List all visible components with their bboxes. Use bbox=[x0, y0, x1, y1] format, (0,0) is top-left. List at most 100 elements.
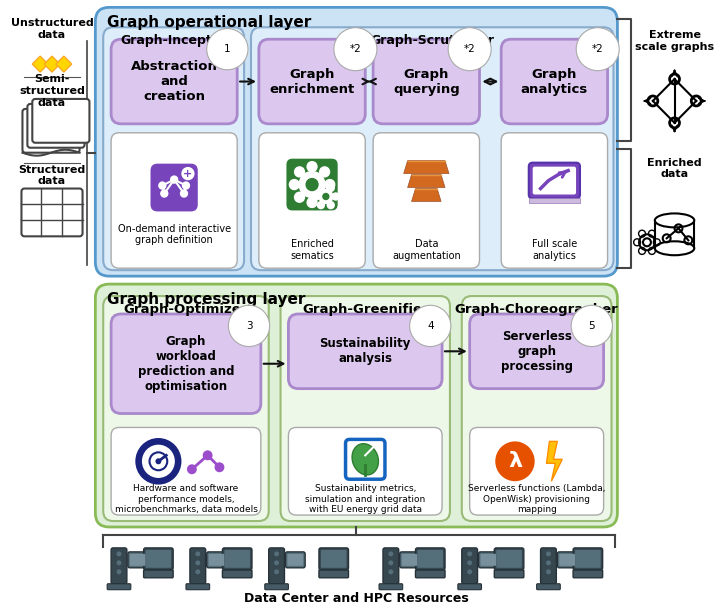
Text: Graph-Inceptor: Graph-Inceptor bbox=[121, 34, 227, 47]
Circle shape bbox=[187, 464, 197, 474]
Text: *2: *2 bbox=[349, 44, 362, 54]
FancyBboxPatch shape bbox=[462, 548, 478, 584]
Circle shape bbox=[319, 190, 333, 203]
Text: Extreme
scale graphs: Extreme scale graphs bbox=[635, 31, 714, 52]
Text: Hardware and software
performance models,
microbenchmarks, data models: Hardware and software performance models… bbox=[115, 484, 258, 514]
Circle shape bbox=[295, 192, 304, 202]
FancyBboxPatch shape bbox=[265, 584, 288, 589]
Circle shape bbox=[388, 569, 393, 574]
Circle shape bbox=[290, 179, 299, 190]
FancyBboxPatch shape bbox=[32, 99, 89, 142]
Circle shape bbox=[142, 445, 174, 477]
Text: *2: *2 bbox=[464, 44, 476, 54]
FancyBboxPatch shape bbox=[111, 133, 237, 268]
FancyBboxPatch shape bbox=[288, 427, 442, 515]
Circle shape bbox=[307, 198, 317, 208]
Circle shape bbox=[182, 182, 189, 189]
Circle shape bbox=[182, 168, 194, 179]
Text: Graph
enrichment: Graph enrichment bbox=[269, 68, 355, 96]
Circle shape bbox=[317, 184, 325, 192]
Circle shape bbox=[468, 551, 472, 556]
FancyBboxPatch shape bbox=[497, 550, 522, 568]
FancyBboxPatch shape bbox=[130, 554, 146, 566]
Circle shape bbox=[181, 190, 187, 197]
Circle shape bbox=[203, 450, 213, 460]
Circle shape bbox=[171, 176, 178, 183]
Polygon shape bbox=[32, 56, 48, 72]
FancyBboxPatch shape bbox=[22, 188, 83, 236]
FancyBboxPatch shape bbox=[458, 584, 481, 589]
Circle shape bbox=[307, 161, 317, 172]
Text: On-demand interactive
graph definition: On-demand interactive graph definition bbox=[118, 223, 231, 245]
Circle shape bbox=[155, 458, 161, 464]
Text: Graph operational layer: Graph operational layer bbox=[107, 15, 311, 30]
FancyBboxPatch shape bbox=[288, 314, 442, 389]
FancyBboxPatch shape bbox=[470, 314, 603, 389]
FancyBboxPatch shape bbox=[190, 548, 205, 584]
FancyBboxPatch shape bbox=[501, 133, 608, 268]
Circle shape bbox=[468, 569, 472, 574]
FancyBboxPatch shape bbox=[415, 548, 445, 570]
FancyBboxPatch shape bbox=[541, 548, 556, 584]
FancyBboxPatch shape bbox=[383, 548, 399, 584]
Circle shape bbox=[299, 172, 325, 198]
FancyBboxPatch shape bbox=[417, 550, 443, 568]
FancyBboxPatch shape bbox=[401, 554, 417, 566]
Circle shape bbox=[546, 569, 551, 574]
Text: Graph processing layer: Graph processing layer bbox=[107, 292, 306, 306]
FancyBboxPatch shape bbox=[95, 284, 617, 527]
FancyBboxPatch shape bbox=[224, 550, 250, 568]
FancyBboxPatch shape bbox=[186, 584, 210, 589]
Circle shape bbox=[215, 462, 224, 472]
Text: +: + bbox=[184, 169, 192, 179]
Ellipse shape bbox=[352, 444, 378, 475]
FancyBboxPatch shape bbox=[280, 296, 450, 521]
Circle shape bbox=[274, 561, 279, 565]
FancyBboxPatch shape bbox=[208, 554, 224, 566]
FancyBboxPatch shape bbox=[103, 296, 269, 521]
FancyBboxPatch shape bbox=[379, 584, 403, 589]
Circle shape bbox=[150, 453, 167, 470]
Text: *2: *2 bbox=[592, 44, 603, 54]
FancyBboxPatch shape bbox=[470, 427, 603, 515]
FancyBboxPatch shape bbox=[107, 584, 131, 589]
Circle shape bbox=[117, 569, 121, 574]
Circle shape bbox=[495, 441, 534, 481]
FancyBboxPatch shape bbox=[537, 584, 560, 589]
Text: Graph-Greenifier: Graph-Greenifier bbox=[302, 303, 428, 316]
FancyBboxPatch shape bbox=[321, 550, 346, 568]
Circle shape bbox=[319, 192, 330, 202]
Circle shape bbox=[306, 179, 318, 190]
FancyBboxPatch shape bbox=[494, 548, 524, 570]
FancyBboxPatch shape bbox=[529, 163, 580, 198]
Text: Abstraction
and
creation: Abstraction and creation bbox=[131, 60, 218, 103]
Bar bbox=[529, 198, 580, 203]
FancyBboxPatch shape bbox=[207, 552, 227, 568]
FancyBboxPatch shape bbox=[494, 570, 524, 578]
FancyBboxPatch shape bbox=[146, 550, 171, 568]
Text: Graph
analytics: Graph analytics bbox=[521, 68, 588, 96]
FancyBboxPatch shape bbox=[144, 548, 174, 570]
Polygon shape bbox=[412, 188, 441, 201]
FancyBboxPatch shape bbox=[400, 552, 420, 568]
Circle shape bbox=[161, 190, 168, 197]
Text: Sustainability
analysis: Sustainability analysis bbox=[319, 337, 411, 365]
Text: Graph
workload
prediction and
optimisation: Graph workload prediction and optimisati… bbox=[138, 335, 234, 393]
Text: 3: 3 bbox=[245, 321, 253, 331]
Circle shape bbox=[313, 193, 319, 200]
Circle shape bbox=[195, 551, 200, 556]
FancyBboxPatch shape bbox=[111, 548, 127, 584]
FancyBboxPatch shape bbox=[319, 570, 348, 578]
Text: Serverless functions (Lambda,
OpenWisk) provisioning
mapping: Serverless functions (Lambda, OpenWisk) … bbox=[468, 484, 605, 514]
FancyBboxPatch shape bbox=[287, 158, 338, 211]
Circle shape bbox=[323, 193, 329, 200]
Circle shape bbox=[325, 179, 335, 190]
FancyBboxPatch shape bbox=[144, 570, 174, 578]
FancyBboxPatch shape bbox=[222, 570, 252, 578]
FancyBboxPatch shape bbox=[222, 548, 252, 570]
Circle shape bbox=[195, 561, 200, 565]
FancyBboxPatch shape bbox=[346, 440, 385, 479]
FancyBboxPatch shape bbox=[373, 39, 479, 124]
Text: λ: λ bbox=[508, 451, 522, 472]
FancyBboxPatch shape bbox=[415, 570, 445, 578]
